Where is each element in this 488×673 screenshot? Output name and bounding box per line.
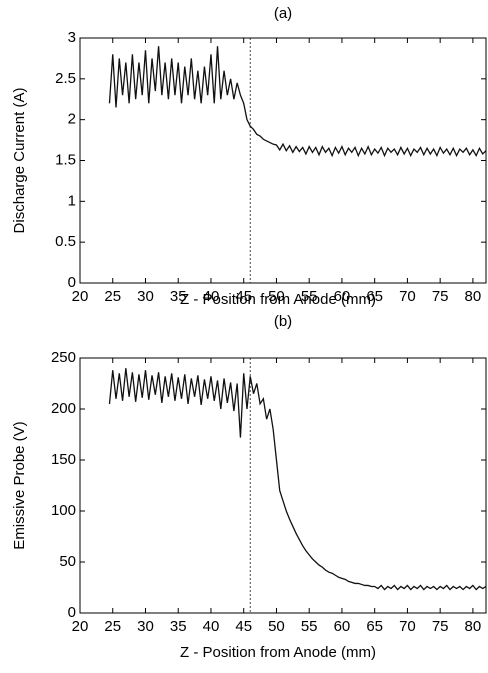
x-tick-label: 80: [465, 618, 482, 635]
x-tick-label: 30: [137, 618, 154, 635]
y-tick-label: 50: [59, 553, 76, 570]
y-tick-label: 2: [68, 111, 76, 128]
data-line: [108, 368, 487, 591]
x-tick-label: 80: [465, 288, 482, 305]
x-tick-label: 20: [72, 618, 89, 635]
x-tick-label: 60: [334, 288, 351, 305]
x-tick-label: 75: [432, 618, 449, 635]
y-tick-label: 100: [51, 502, 76, 519]
x-tick-label: 35: [170, 288, 187, 305]
x-tick-label: 50: [268, 618, 285, 635]
y-tick-label: 250: [51, 349, 76, 366]
x-tick-label: 60: [334, 618, 351, 635]
y-tick-label: 0.5: [55, 233, 76, 250]
y-axis-label: Emissive Probe (V): [11, 421, 28, 549]
x-tick-label: 65: [366, 618, 383, 635]
x-tick-label: 70: [399, 618, 416, 635]
x-tick-label: 30: [137, 288, 154, 305]
x-tick-label: 25: [104, 288, 121, 305]
x-tick-label: 20: [72, 288, 89, 305]
y-tick-label: 200: [51, 400, 76, 417]
x-tick-label: 70: [399, 288, 416, 305]
y-tick-label: 0: [68, 604, 76, 621]
x-axis-label: Z - Position from Anode (mm): [180, 644, 376, 661]
x-tick-label: 75: [432, 288, 449, 305]
x-tick-label: 45: [235, 618, 252, 635]
y-tick-label: 150: [51, 451, 76, 468]
plot-frame: [79, 357, 487, 614]
x-tick-label: 40: [203, 288, 220, 305]
chart-title: (b): [274, 313, 292, 330]
x-tick-label: 55: [301, 288, 318, 305]
y-tick-label: 1: [68, 192, 76, 209]
chart-title: (a): [274, 5, 292, 22]
plot-frame: [79, 37, 487, 284]
x-tick-label: 40: [203, 618, 220, 635]
y-tick-label: 1.5: [55, 151, 76, 168]
y-axis-label: Discharge Current (A): [11, 88, 28, 234]
y-tick-label: 3: [68, 29, 76, 46]
y-tick-label: 0: [68, 274, 76, 291]
x-tick-label: 25: [104, 618, 121, 635]
y-tick-label: 2.5: [55, 70, 76, 87]
data-line: [108, 46, 487, 158]
x-tick-label: 65: [366, 288, 383, 305]
x-tick-label: 55: [301, 618, 318, 635]
x-tick-label: 45: [235, 288, 252, 305]
x-tick-label: 50: [268, 288, 285, 305]
x-axis-label: Z - Position from Anode (mm): [180, 291, 376, 308]
x-tick-label: 35: [170, 618, 187, 635]
